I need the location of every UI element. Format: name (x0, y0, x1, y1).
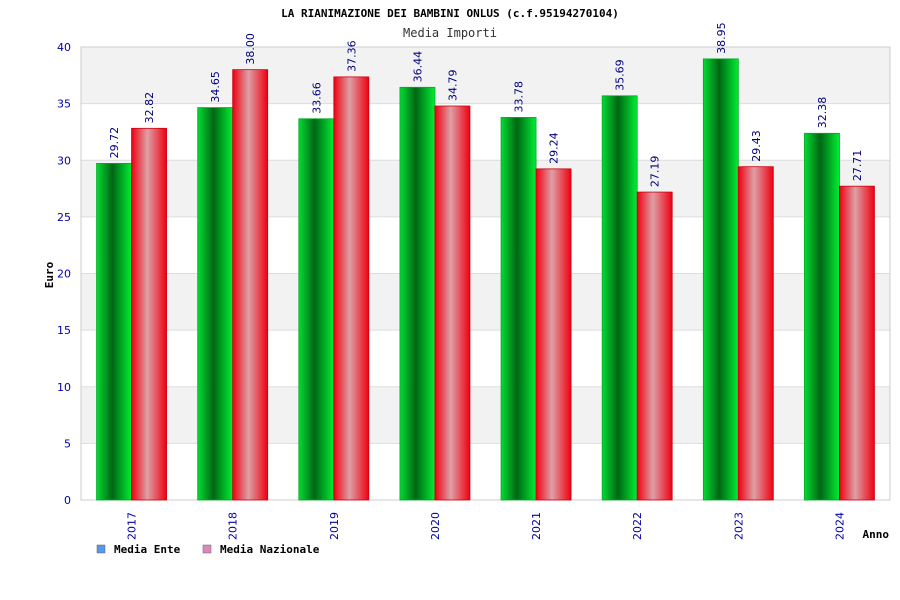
value-label: 38.95 (715, 22, 728, 54)
value-label: 33.78 (513, 81, 526, 113)
y-tick-label: 35 (57, 98, 71, 111)
y-tick-label: 20 (57, 268, 71, 281)
y-tick-label: 25 (57, 211, 71, 224)
bars (96, 58, 875, 501)
value-label: 27.71 (851, 150, 864, 182)
y-tick-label: 40 (57, 41, 71, 54)
x-axis-ticks: 2017 2018 2019 2020 2021 2022 2023 2024 (126, 512, 847, 540)
y-tick-label: 15 (57, 324, 71, 337)
x-tick-label: 2021 (530, 512, 543, 540)
y-tick-label: 5 (64, 437, 71, 450)
y-tick-label: 0 (64, 494, 71, 507)
x-tick-label: 2022 (631, 512, 644, 540)
bar-media-nazionale-2023 (737, 166, 774, 501)
y-axis-ticks: 0 5 10 15 20 25 30 35 40 (57, 41, 71, 507)
x-tick-label: 2017 (126, 512, 139, 540)
bar-media-ente-2017 (96, 163, 132, 501)
legend-swatch (96, 544, 106, 554)
x-tick-label: 2019 (328, 512, 341, 540)
x-axis-label: Anno (863, 528, 890, 541)
bar-media-nazionale-2020 (434, 105, 471, 501)
chart-title: LA RIANIMAZIONE DEI BAMBINI ONLUS (c.f.9… (281, 7, 619, 20)
value-label: 29.43 (750, 130, 763, 162)
y-axis-label: Euro (43, 261, 56, 288)
value-label: 27.19 (649, 156, 662, 188)
value-label: 37.36 (345, 40, 358, 72)
legend: Media Ente Media Nazionale (96, 543, 320, 556)
value-label: 33.66 (310, 82, 323, 114)
legend-label: Media Nazionale (220, 543, 320, 556)
bar-media-nazionale-2019 (333, 76, 370, 501)
bar-media-ente-2022 (601, 95, 638, 501)
value-label: 34.65 (209, 71, 222, 103)
bar-media-ente-2023 (702, 58, 739, 501)
y-tick-label: 30 (57, 154, 71, 167)
value-label: 36.44 (411, 51, 424, 83)
value-label: 35.69 (614, 59, 627, 91)
plot-frame (80, 46, 891, 501)
chart-subtitle: Media Importi (403, 26, 497, 40)
value-label: 38.00 (244, 33, 257, 65)
bar-media-nazionale-2024 (839, 185, 875, 501)
bar-media-nazionale-2021 (535, 168, 572, 501)
bar-media-nazionale-2017 (131, 127, 167, 501)
bar-media-nazionale-2018 (232, 69, 269, 501)
bar-media-ente-2020 (399, 86, 436, 501)
value-labels: 29.72 32.82 34.65 38.00 33.66 37.36 36.44 34.79… (108, 22, 864, 187)
y-tick-label: 10 (57, 381, 71, 394)
x-tick-label: 2023 (732, 512, 745, 540)
bar-media-ente-2018 (197, 107, 234, 501)
legend-label: Media Ente (114, 543, 181, 556)
value-label: 32.38 (816, 97, 829, 129)
bar-media-ente-2019 (298, 118, 335, 501)
x-tick-label: 2018 (227, 512, 240, 540)
value-label: 34.79 (446, 70, 459, 102)
value-label: 32.82 (143, 92, 156, 124)
bar-media-nazionale-2022 (636, 191, 673, 501)
bar-media-ente-2021 (500, 117, 537, 501)
plot-band (81, 47, 890, 104)
value-label: 29.72 (108, 127, 121, 159)
x-tick-label: 2024 (833, 512, 846, 540)
x-tick-label: 2020 (429, 512, 442, 540)
bar-media-ente-2024 (804, 132, 840, 501)
legend-swatch (202, 544, 212, 554)
value-label: 29.24 (548, 132, 561, 164)
